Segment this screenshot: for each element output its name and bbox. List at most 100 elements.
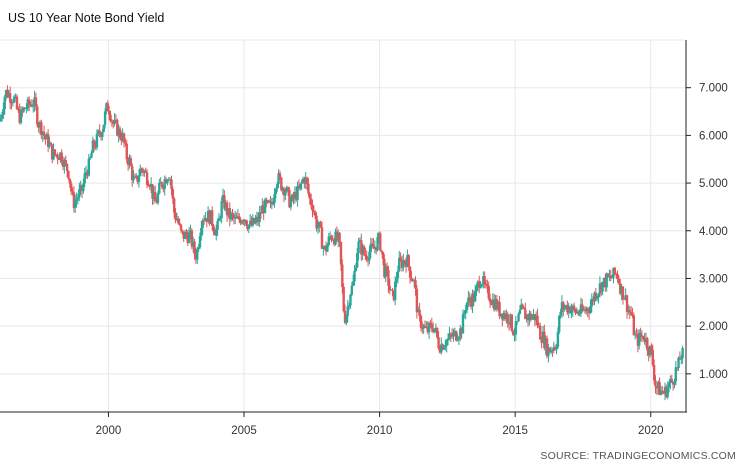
candle-body [44, 135, 47, 140]
candle-body [438, 348, 442, 353]
candle-body [187, 232, 191, 243]
candle-body [543, 331, 546, 349]
candle-body [579, 304, 583, 314]
candle-body [173, 198, 176, 213]
candle-body [244, 219, 248, 225]
candle-body [581, 304, 584, 311]
candle-body [338, 232, 341, 242]
candle-body [135, 175, 138, 178]
candle-body [665, 386, 668, 397]
candle-body [194, 253, 198, 260]
candle-body [667, 382, 671, 388]
x-tick-label: 2010 [367, 425, 393, 437]
candle-body [391, 289, 394, 291]
candle-body [450, 335, 454, 337]
candle-body [505, 314, 508, 319]
candle-body [479, 285, 482, 288]
candle-body [224, 202, 227, 209]
candle-body [380, 250, 383, 252]
candle-body [22, 107, 25, 112]
candle-body [609, 275, 612, 279]
candle-body [370, 243, 374, 246]
candle-body [106, 103, 109, 111]
candle-body [563, 307, 566, 310]
candle-body [629, 311, 633, 315]
candle-body [162, 186, 165, 189]
candle-body [393, 281, 397, 301]
candle-body [597, 293, 600, 297]
candle-body [175, 219, 179, 221]
candle-body [343, 310, 347, 323]
candle-body [229, 212, 233, 220]
candle-body [25, 108, 28, 110]
candle-body [151, 184, 154, 199]
candle-body [387, 269, 390, 286]
candle-body [204, 218, 207, 221]
candle-body [223, 195, 226, 209]
candle-body [511, 330, 515, 335]
candle-body [517, 313, 520, 322]
candle-body [495, 299, 499, 310]
candle-body [219, 217, 222, 219]
candle-body [60, 152, 63, 162]
candle-body [37, 124, 40, 128]
candle-body [145, 172, 149, 185]
candle-body [455, 331, 458, 341]
candle-body [122, 133, 126, 143]
candle-body [315, 215, 318, 229]
candle-body [614, 273, 618, 275]
candle-body [320, 227, 324, 249]
y-tick-label: 1.000 [699, 369, 728, 381]
candle-body [86, 172, 89, 176]
candle-body [14, 96, 17, 98]
candle-body [154, 192, 157, 202]
candle-body [657, 381, 660, 389]
candle-body [53, 149, 57, 155]
candle-body [72, 192, 76, 208]
candle-body [213, 231, 217, 236]
candle-body [252, 218, 256, 224]
candle-body [324, 245, 328, 252]
candle-body [587, 310, 591, 313]
candle-body [669, 378, 672, 383]
candle-body [621, 286, 625, 300]
candle-body [412, 280, 416, 282]
candle-body [392, 290, 396, 301]
candle-body [201, 220, 204, 229]
candle-body [548, 347, 551, 353]
grid-lines [0, 39, 686, 412]
candle-body [680, 358, 683, 360]
candle-body [632, 315, 636, 336]
candle-body [406, 255, 409, 267]
candle-body [270, 201, 274, 205]
candle-body [178, 223, 181, 225]
candle-body [528, 313, 531, 321]
candle-body [446, 338, 450, 341]
candle-body [423, 325, 427, 328]
candle-body [65, 163, 69, 171]
candle-body [571, 305, 574, 310]
candle-body [525, 314, 528, 320]
candle-body [93, 140, 96, 147]
candle-body [385, 266, 389, 270]
candle-body [384, 266, 387, 278]
candle-body [87, 158, 91, 176]
candle-body [271, 203, 275, 205]
candle-body [90, 152, 93, 158]
y-tick-label: 3.000 [699, 273, 728, 285]
candle-body [639, 333, 642, 337]
candle-body [459, 328, 462, 338]
candle-body [469, 300, 473, 307]
candle-body [309, 198, 313, 206]
candle-body [381, 251, 385, 259]
candle-body [236, 216, 240, 219]
candle-body [276, 184, 279, 189]
candle-body [79, 185, 82, 190]
candle-body [398, 257, 401, 272]
candle-body [23, 107, 27, 109]
candle-body [379, 233, 382, 251]
candle-body [666, 387, 669, 397]
candle-body [263, 199, 267, 214]
candle-body [541, 331, 545, 343]
candle-body [507, 322, 511, 325]
